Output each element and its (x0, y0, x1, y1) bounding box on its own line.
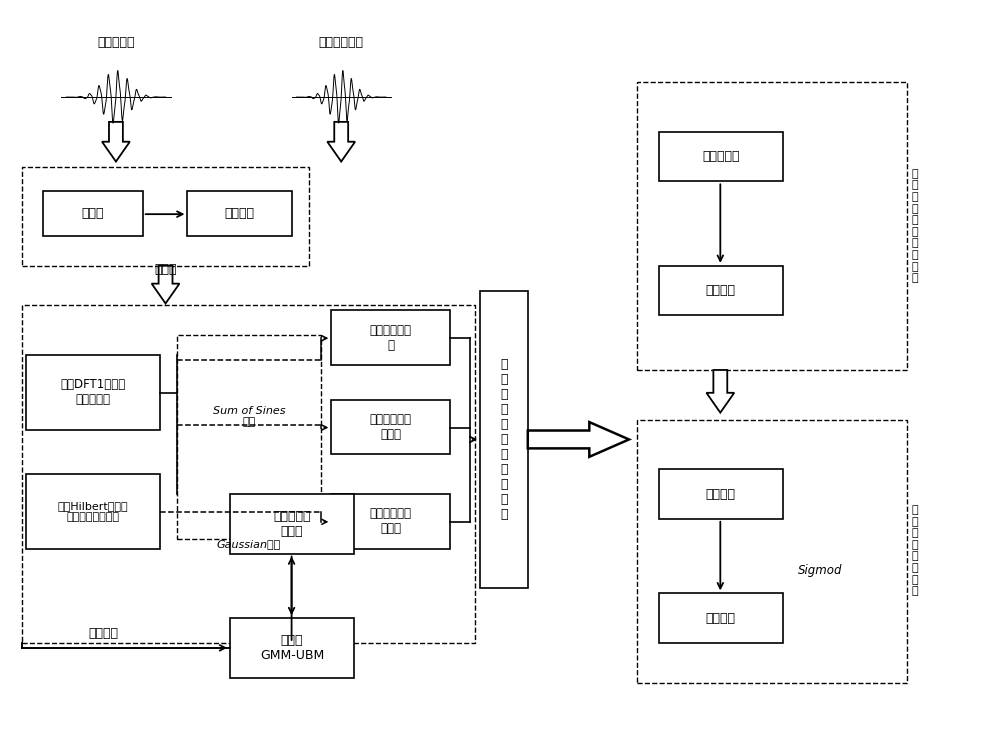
FancyBboxPatch shape (43, 191, 143, 236)
FancyBboxPatch shape (230, 494, 354, 553)
FancyBboxPatch shape (480, 290, 528, 588)
Polygon shape (327, 122, 355, 162)
Polygon shape (152, 266, 179, 304)
Text: 频率谱拟合特
征参数: 频率谱拟合特 征参数 (370, 507, 412, 535)
FancyBboxPatch shape (659, 593, 783, 643)
Text: 残差网络: 残差网络 (706, 284, 736, 297)
Text: 带通滤波: 带通滤波 (224, 207, 254, 220)
Text: 基于Hilbert变换瞬
时频率谱特征提取: 基于Hilbert变换瞬 时频率谱特征提取 (57, 501, 128, 522)
FancyBboxPatch shape (331, 400, 450, 454)
Text: 注意力机制: 注意力机制 (702, 150, 740, 163)
FancyBboxPatch shape (659, 266, 783, 315)
Text: 卷积网络: 卷积网络 (706, 487, 736, 501)
Polygon shape (706, 370, 734, 412)
Text: 相位谱拟合特
征参数: 相位谱拟合特 征参数 (370, 413, 412, 441)
Text: 基于DFT1的相位
谱特征提取: 基于DFT1的相位 谱特征提取 (60, 379, 125, 406)
Text: 篡
改
检
测
分
类
网
络: 篡 改 检 测 分 类 网 络 (912, 505, 918, 596)
FancyBboxPatch shape (659, 469, 783, 519)
Text: 篡
改
检
测
深
度
神
经
网
络: 篡 改 检 测 深 度 神 经 网 络 (912, 169, 918, 283)
FancyBboxPatch shape (331, 494, 450, 548)
FancyBboxPatch shape (26, 355, 160, 429)
Polygon shape (102, 122, 130, 162)
Text: Gaussian拟合: Gaussian拟合 (217, 539, 281, 549)
Text: 原始语音信号: 原始语音信号 (319, 36, 364, 49)
FancyBboxPatch shape (659, 132, 783, 182)
Text: 训练数据集: 训练数据集 (97, 36, 135, 49)
FancyBboxPatch shape (187, 191, 292, 236)
FancyBboxPatch shape (26, 474, 160, 548)
Text: 通用背景模
型训练: 通用背景模 型训练 (273, 510, 311, 538)
Text: 自适应
GMM-UBM: 自适应 GMM-UBM (260, 634, 324, 662)
Text: Sum of Sines
拟合: Sum of Sines 拟合 (213, 406, 285, 428)
Text: 预处理: 预处理 (154, 263, 177, 276)
FancyBboxPatch shape (230, 618, 354, 678)
Polygon shape (528, 422, 629, 457)
Text: 特征拟合: 特征拟合 (88, 627, 118, 640)
Text: 下采样: 下采样 (82, 207, 104, 220)
Text: 电
网
频
率
频
谱
特
征
超
矢
量: 电 网 频 率 频 谱 特 征 超 矢 量 (500, 358, 508, 521)
Text: 相位谱波动特
征: 相位谱波动特 征 (370, 323, 412, 352)
Text: 分类结果: 分类结果 (706, 612, 736, 625)
Text: Sigmod: Sigmod (798, 564, 842, 577)
FancyBboxPatch shape (331, 310, 450, 365)
